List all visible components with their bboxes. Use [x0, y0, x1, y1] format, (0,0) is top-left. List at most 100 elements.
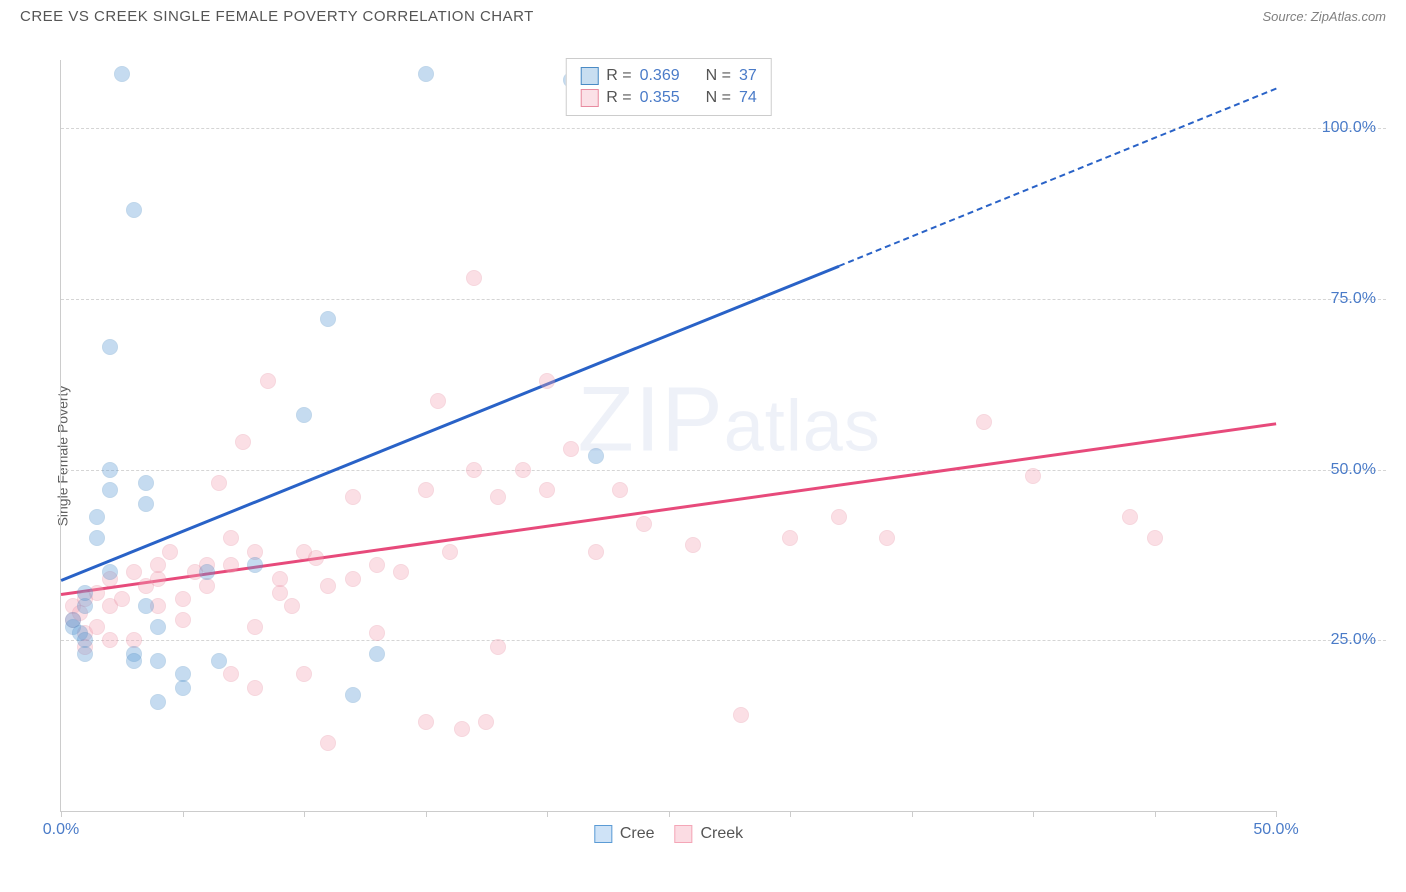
- scatter-point: [612, 482, 628, 498]
- x-tick: [547, 811, 548, 817]
- legend-n-label: N =: [706, 67, 731, 85]
- scatter-point: [296, 666, 312, 682]
- scatter-point: [563, 441, 579, 457]
- scatter-point: [345, 687, 361, 703]
- scatter-point: [89, 530, 105, 546]
- scatter-point: [223, 530, 239, 546]
- x-tick: [183, 811, 184, 817]
- legend-stats-row: R = 0.355 N = 74: [580, 87, 757, 109]
- scatter-point: [454, 721, 470, 737]
- x-tick-label: 0.0%: [43, 821, 79, 839]
- scatter-point: [102, 632, 118, 648]
- scatter-point: [235, 434, 251, 450]
- scatter-point: [223, 666, 239, 682]
- x-tick: [1276, 811, 1277, 817]
- scatter-point: [102, 462, 118, 478]
- scatter-point: [102, 564, 118, 580]
- chart-container: Single Female Poverty ZIPatlas R =0.369N…: [20, 40, 1386, 872]
- scatter-point: [102, 482, 118, 498]
- watermark: ZIPatlas: [578, 368, 881, 473]
- scatter-point: [345, 571, 361, 587]
- scatter-point: [175, 612, 191, 628]
- x-tick: [790, 811, 791, 817]
- scatter-point: [272, 571, 288, 587]
- legend-r-label: R =: [606, 89, 631, 107]
- scatter-point: [150, 571, 166, 587]
- scatter-point: [199, 578, 215, 594]
- scatter-point: [114, 66, 130, 82]
- scatter-point: [345, 489, 361, 505]
- y-tick-label: 50.0%: [1286, 461, 1376, 479]
- scatter-point: [223, 557, 239, 573]
- scatter-point: [490, 639, 506, 655]
- scatter-point: [284, 598, 300, 614]
- scatter-point: [272, 585, 288, 601]
- scatter-point: [247, 619, 263, 635]
- scatter-point: [126, 564, 142, 580]
- scatter-point: [260, 373, 276, 389]
- x-tick: [61, 811, 62, 817]
- scatter-point: [175, 680, 191, 696]
- legend-series-label: Cree: [620, 825, 655, 843]
- scatter-point: [636, 516, 652, 532]
- scatter-point: [782, 530, 798, 546]
- chart-source: Source: ZipAtlas.com: [1262, 9, 1386, 24]
- x-tick: [912, 811, 913, 817]
- scatter-point: [1025, 468, 1041, 484]
- scatter-point: [831, 509, 847, 525]
- legend-swatch: [675, 825, 693, 843]
- scatter-point: [247, 680, 263, 696]
- scatter-point: [588, 448, 604, 464]
- legend-r-value: 0.355: [640, 89, 680, 107]
- scatter-point: [126, 202, 142, 218]
- scatter-point: [369, 557, 385, 573]
- scatter-point: [320, 735, 336, 751]
- scatter-point: [162, 544, 178, 560]
- legend-series-item: Cree: [594, 825, 655, 843]
- scatter-point: [102, 339, 118, 355]
- scatter-point: [1147, 530, 1163, 546]
- y-tick-label: 100.0%: [1286, 119, 1376, 137]
- legend-swatch: [580, 67, 598, 85]
- scatter-point: [296, 407, 312, 423]
- scatter-point: [418, 714, 434, 730]
- scatter-point: [211, 475, 227, 491]
- scatter-point: [369, 625, 385, 641]
- scatter-point: [138, 475, 154, 491]
- gridline: [61, 640, 1386, 641]
- x-tick: [304, 811, 305, 817]
- legend-stats: R = 0.369 N = 37 R = 0.355 N = 74: [565, 58, 772, 116]
- x-tick: [1033, 811, 1034, 817]
- scatter-point: [733, 707, 749, 723]
- legend-series: Cree Creek: [594, 825, 743, 843]
- scatter-point: [588, 544, 604, 560]
- scatter-point: [114, 591, 130, 607]
- x-tick-label: 50.0%: [1253, 821, 1298, 839]
- scatter-point: [138, 496, 154, 512]
- scatter-point: [150, 653, 166, 669]
- scatter-point: [211, 653, 227, 669]
- legend-swatch: [594, 825, 612, 843]
- legend-swatch: [580, 89, 598, 107]
- gridline: [61, 128, 1386, 129]
- regression-line-dashed: [838, 87, 1276, 266]
- legend-series-label: Creek: [701, 825, 744, 843]
- scatter-point: [77, 646, 93, 662]
- scatter-point: [418, 482, 434, 498]
- legend-r-label: R =: [606, 67, 631, 85]
- legend-n-value: 74: [739, 89, 757, 107]
- scatter-point: [150, 557, 166, 573]
- scatter-point: [138, 598, 154, 614]
- scatter-point: [89, 509, 105, 525]
- x-tick: [669, 811, 670, 817]
- gridline: [61, 299, 1386, 300]
- legend-n-value: 37: [739, 67, 757, 85]
- y-tick-label: 75.0%: [1286, 290, 1376, 308]
- scatter-point: [430, 393, 446, 409]
- scatter-point: [490, 489, 506, 505]
- legend-n-label: N =: [706, 89, 731, 107]
- scatter-point: [175, 591, 191, 607]
- scatter-point: [539, 482, 555, 498]
- legend-r-value: 0.369: [640, 67, 680, 85]
- scatter-point: [393, 564, 409, 580]
